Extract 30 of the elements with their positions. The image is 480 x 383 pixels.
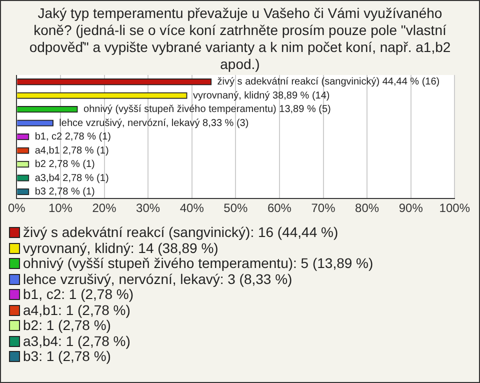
x-tick-label: 70% xyxy=(311,201,336,216)
data-label: vyrovnaný, klidný 38,89 % (14) xyxy=(193,90,330,102)
legend-label: b2: 1 (2,78 %) xyxy=(23,317,111,334)
data-label: b3 2,78 % (1) xyxy=(34,186,95,198)
x-tick-label: 100% xyxy=(439,201,470,216)
legend-label: ohnivý (vyšší stupeň živého temperamentu): 5 (13,89 %) xyxy=(23,255,374,272)
x-tick-label: 50% xyxy=(224,201,248,216)
x-tick-label: 40% xyxy=(180,201,204,216)
x-tick-label: 0% xyxy=(8,201,26,216)
x-tick-label: 90% xyxy=(398,201,424,216)
legend-label: b1, c2: 1 (2,78 %) xyxy=(23,286,134,302)
x-tick-label: 80% xyxy=(355,201,380,216)
data-label: ohnivý (vyšší stupeň živého temperamentu) 13,89 % (5) xyxy=(84,104,331,116)
legend-label: lehce vzrušivý, nervózní, lekavý: 3 (8,33 %) xyxy=(23,270,292,287)
data-label: živý s adekvátní reakcí (sangvinický) 44,44 % (16) xyxy=(217,76,440,88)
chart-title: Jaký typ temperamentu převažuje u Vašeho či Vámi využívaného koně? (jedná-li se o více koní zatrhněte prosím pouze pole "vlastní odpověď" a vypište vybrané varianty a k nim počet koní, např. a1,b2 apod.) xyxy=(28,4,452,73)
data-label: b1, c2 2,78 % (1) xyxy=(34,132,112,143)
legend-label: vyrovnaný, klidný: 14 (38,89 %) xyxy=(23,240,218,256)
x-tick-label: 60% xyxy=(267,201,292,216)
legend-label: a4,b1: 1 (2,78 %) xyxy=(23,302,130,318)
x-tick-label: 30% xyxy=(136,201,160,216)
legend-label: b3: 1 (2,78 %) xyxy=(23,348,111,364)
data-label: a3,b4 2,78 % (1) xyxy=(34,172,109,184)
data-label: a4,b1 2,78 % (1) xyxy=(34,145,109,156)
data-label: lehce vzrušivý, nervózní, lekavý 8,33 % (3) xyxy=(59,118,249,129)
x-tick-label: 20% xyxy=(92,201,117,216)
legend-label: živý s adekvátní reakcí (sangvinický): 16 (44,44 %) xyxy=(23,224,338,240)
legend-label: a3,b4: 1 (2,78 %) xyxy=(23,332,130,349)
x-tick-label: 10% xyxy=(48,201,73,216)
data-label: b2 2,78 % (1) xyxy=(34,159,95,170)
